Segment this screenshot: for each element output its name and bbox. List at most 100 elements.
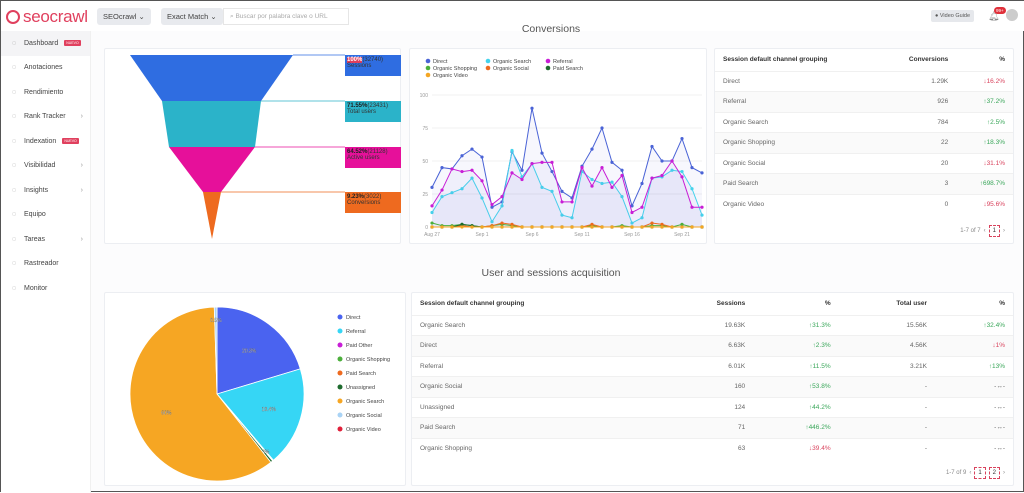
next-page-icon[interactable]: › — [1003, 228, 1005, 234]
data-point[interactable] — [700, 205, 704, 209]
column-header[interactable]: Sessions — [716, 300, 746, 308]
data-point[interactable] — [610, 185, 614, 189]
data-point[interactable] — [440, 195, 444, 199]
data-point[interactable] — [620, 173, 624, 178]
data-point[interactable] — [620, 168, 624, 172]
data-point[interactable] — [540, 185, 544, 189]
data-point[interactable] — [460, 169, 464, 174]
data-point[interactable] — [620, 195, 624, 199]
data-point[interactable] — [680, 225, 684, 229]
data-point[interactable] — [660, 173, 664, 178]
data-point[interactable] — [700, 213, 704, 217]
data-point[interactable] — [640, 225, 644, 229]
data-point[interactable] — [550, 160, 554, 164]
data-point[interactable] — [520, 168, 524, 172]
data-point[interactable] — [540, 160, 544, 164]
project-dropdown[interactable]: SEOcrawl ⌄ — [97, 8, 151, 25]
data-point[interactable] — [590, 177, 594, 182]
data-point[interactable] — [560, 213, 564, 217]
legend-label[interactable]: Paid Other — [346, 343, 372, 349]
data-point[interactable] — [560, 189, 564, 193]
data-point[interactable] — [470, 147, 474, 151]
data-point[interactable] — [480, 179, 484, 183]
legend-label[interactable]: Organic Video — [346, 427, 381, 433]
data-point[interactable] — [500, 195, 504, 199]
data-point[interactable] — [460, 154, 464, 158]
bell-icon[interactable]: 🔔︎ — [988, 11, 1000, 21]
legend-label[interactable]: Paid Search — [553, 66, 583, 72]
data-point[interactable] — [550, 225, 554, 229]
data-point[interactable] — [430, 225, 434, 229]
data-point[interactable] — [490, 205, 494, 209]
data-point[interactable] — [680, 136, 684, 141]
legend-label[interactable]: Organic Search — [346, 399, 384, 405]
match-type-dropdown[interactable]: Exact Match ⌄ — [161, 8, 223, 25]
data-point[interactable] — [650, 144, 654, 149]
data-point[interactable] — [500, 221, 504, 225]
data-point[interactable] — [700, 225, 704, 229]
data-point[interactable] — [570, 225, 574, 229]
data-point[interactable] — [430, 185, 434, 189]
data-point[interactable] — [680, 175, 684, 179]
data-point[interactable] — [540, 151, 544, 155]
data-point[interactable] — [640, 205, 644, 209]
pie-slice-organic-search[interactable] — [129, 306, 272, 482]
data-point[interactable] — [500, 204, 504, 208]
pie-slice-referral[interactable] — [216, 368, 305, 461]
data-point[interactable] — [600, 166, 604, 170]
data-point[interactable] — [470, 225, 474, 229]
data-point[interactable] — [450, 167, 454, 171]
data-point[interactable] — [650, 221, 654, 225]
data-point[interactable] — [550, 189, 554, 193]
video-guide-button[interactable]: ● Video Guide — [931, 10, 975, 22]
legend-label[interactable]: Referral — [346, 329, 366, 335]
data-point[interactable] — [640, 216, 644, 220]
search-input[interactable]: ⌕ Buscar por palabra clave o URL — [223, 8, 349, 25]
data-point[interactable] — [670, 159, 674, 163]
data-point[interactable] — [440, 188, 444, 192]
seocrawl-logo[interactable]: seocrawl — [6, 7, 88, 27]
data-point[interactable] — [590, 147, 594, 151]
pie-slice-direct[interactable] — [216, 306, 301, 395]
sidebar-item-insights[interactable]: ◌ Insights › — [1, 178, 90, 203]
data-point[interactable] — [570, 200, 574, 204]
column-header[interactable]: Session default channel grouping — [420, 300, 525, 308]
data-point[interactable] — [600, 225, 604, 229]
data-point[interactable] — [430, 221, 434, 225]
avatar[interactable] — [1006, 9, 1018, 21]
data-point[interactable] — [590, 222, 594, 226]
data-point[interactable] — [610, 160, 614, 164]
prev-page-icon[interactable]: ‹ — [983, 228, 986, 234]
data-point[interactable] — [640, 181, 644, 186]
data-point[interactable] — [510, 171, 514, 175]
data-point[interactable] — [590, 225, 594, 229]
data-point[interactable] — [630, 204, 634, 208]
next-page-icon[interactable]: › — [1003, 470, 1005, 476]
sidebar-item-rastreador[interactable]: ◌ Rastreador — [1, 252, 90, 277]
data-point[interactable] — [440, 166, 444, 170]
sidebar-item-tareas[interactable]: ◌ Tareas › — [1, 227, 90, 252]
data-point[interactable] — [630, 210, 634, 215]
data-point[interactable] — [510, 222, 514, 226]
data-point[interactable] — [530, 162, 534, 166]
legend-label[interactable]: Referral — [553, 59, 573, 65]
legend-label[interactable]: Organic Shopping — [346, 357, 390, 363]
page-button[interactable]: 1 — [974, 467, 986, 479]
data-point[interactable] — [590, 184, 594, 188]
sidebar-item-equipo[interactable]: ◌ Equipo — [1, 203, 90, 228]
data-point[interactable] — [460, 225, 464, 229]
data-point[interactable] — [690, 225, 694, 229]
data-point[interactable] — [500, 225, 504, 229]
data-point[interactable] — [480, 155, 484, 159]
data-point[interactable] — [460, 222, 464, 226]
page-button[interactable]: 2 — [988, 467, 1000, 479]
sidebar-item-visibilidad[interactable]: ◌ Visibilidad › — [1, 154, 90, 179]
data-point[interactable] — [660, 222, 664, 226]
legend-label[interactable]: Organic Search — [493, 59, 531, 65]
data-point[interactable] — [680, 222, 684, 226]
data-point[interactable] — [520, 177, 524, 182]
data-point[interactable] — [660, 159, 664, 163]
prev-page-icon[interactable]: ‹ — [969, 470, 972, 476]
data-point[interactable] — [490, 220, 494, 224]
data-point[interactable] — [610, 225, 614, 229]
